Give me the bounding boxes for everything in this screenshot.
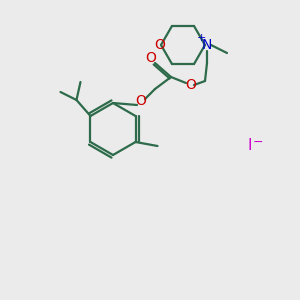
Text: O: O: [136, 94, 146, 108]
Text: +: +: [196, 33, 206, 43]
Text: N: N: [202, 38, 212, 52]
Text: O: O: [146, 51, 156, 65]
Text: O: O: [186, 78, 196, 92]
Text: I: I: [248, 137, 252, 152]
Text: O: O: [154, 38, 165, 52]
Text: −: −: [253, 136, 263, 148]
